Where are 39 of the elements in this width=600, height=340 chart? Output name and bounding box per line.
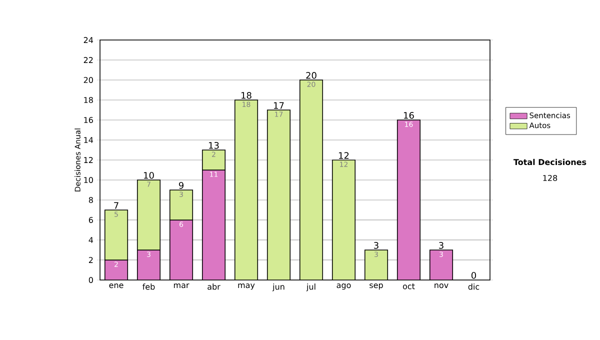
x-tick-label: may	[238, 284, 255, 290]
y-tick-label: 18	[84, 96, 93, 104]
y-tick-label: 2	[88, 257, 93, 263]
y-tick-label: 16	[84, 116, 93, 124]
total-label: 10	[144, 172, 154, 179]
total-label: 3	[439, 242, 444, 249]
x-tick-label: jun	[272, 284, 284, 292]
y-tick-label: 10	[84, 176, 93, 184]
total-label: 9	[178, 182, 184, 189]
y-tick-label: 14	[84, 137, 94, 143]
x-tick-label: feb	[142, 284, 155, 290]
total-label: 0	[471, 272, 476, 279]
y-tick-label: 12	[84, 157, 93, 163]
total-label: 16	[404, 112, 414, 119]
x-tick-label: sep	[370, 284, 383, 290]
y-tick-label: 4	[88, 237, 94, 243]
text: Total Decisiones	[513, 158, 586, 166]
x-tick-label: mar	[174, 284, 190, 288]
x-tick-label: dic	[468, 284, 480, 290]
y-tick-label: 0	[88, 276, 93, 284]
x-tick-label: jul	[306, 284, 316, 292]
y-tick-label: 6	[88, 216, 93, 224]
y-tick-label: 22	[84, 57, 93, 63]
x-tick-label: ene	[109, 284, 124, 288]
y-tick-label: 24	[84, 37, 94, 43]
y-tick-label: 20	[84, 76, 93, 84]
total-label: 18	[242, 92, 252, 99]
text: 128	[543, 174, 558, 182]
total-label: 3	[374, 242, 378, 249]
total-label: 12	[339, 152, 349, 159]
total-label: 13	[209, 142, 219, 149]
total-label: 20	[306, 72, 316, 79]
x-tick-label: nov	[434, 284, 448, 288]
total-label: 17	[274, 102, 284, 109]
total-label: 7	[114, 202, 118, 209]
x-tick-label: oct	[402, 284, 415, 290]
y-tick-label: 8	[88, 196, 93, 204]
x-tick-label: ago	[336, 284, 351, 290]
x-tick-label: abr	[208, 284, 220, 290]
